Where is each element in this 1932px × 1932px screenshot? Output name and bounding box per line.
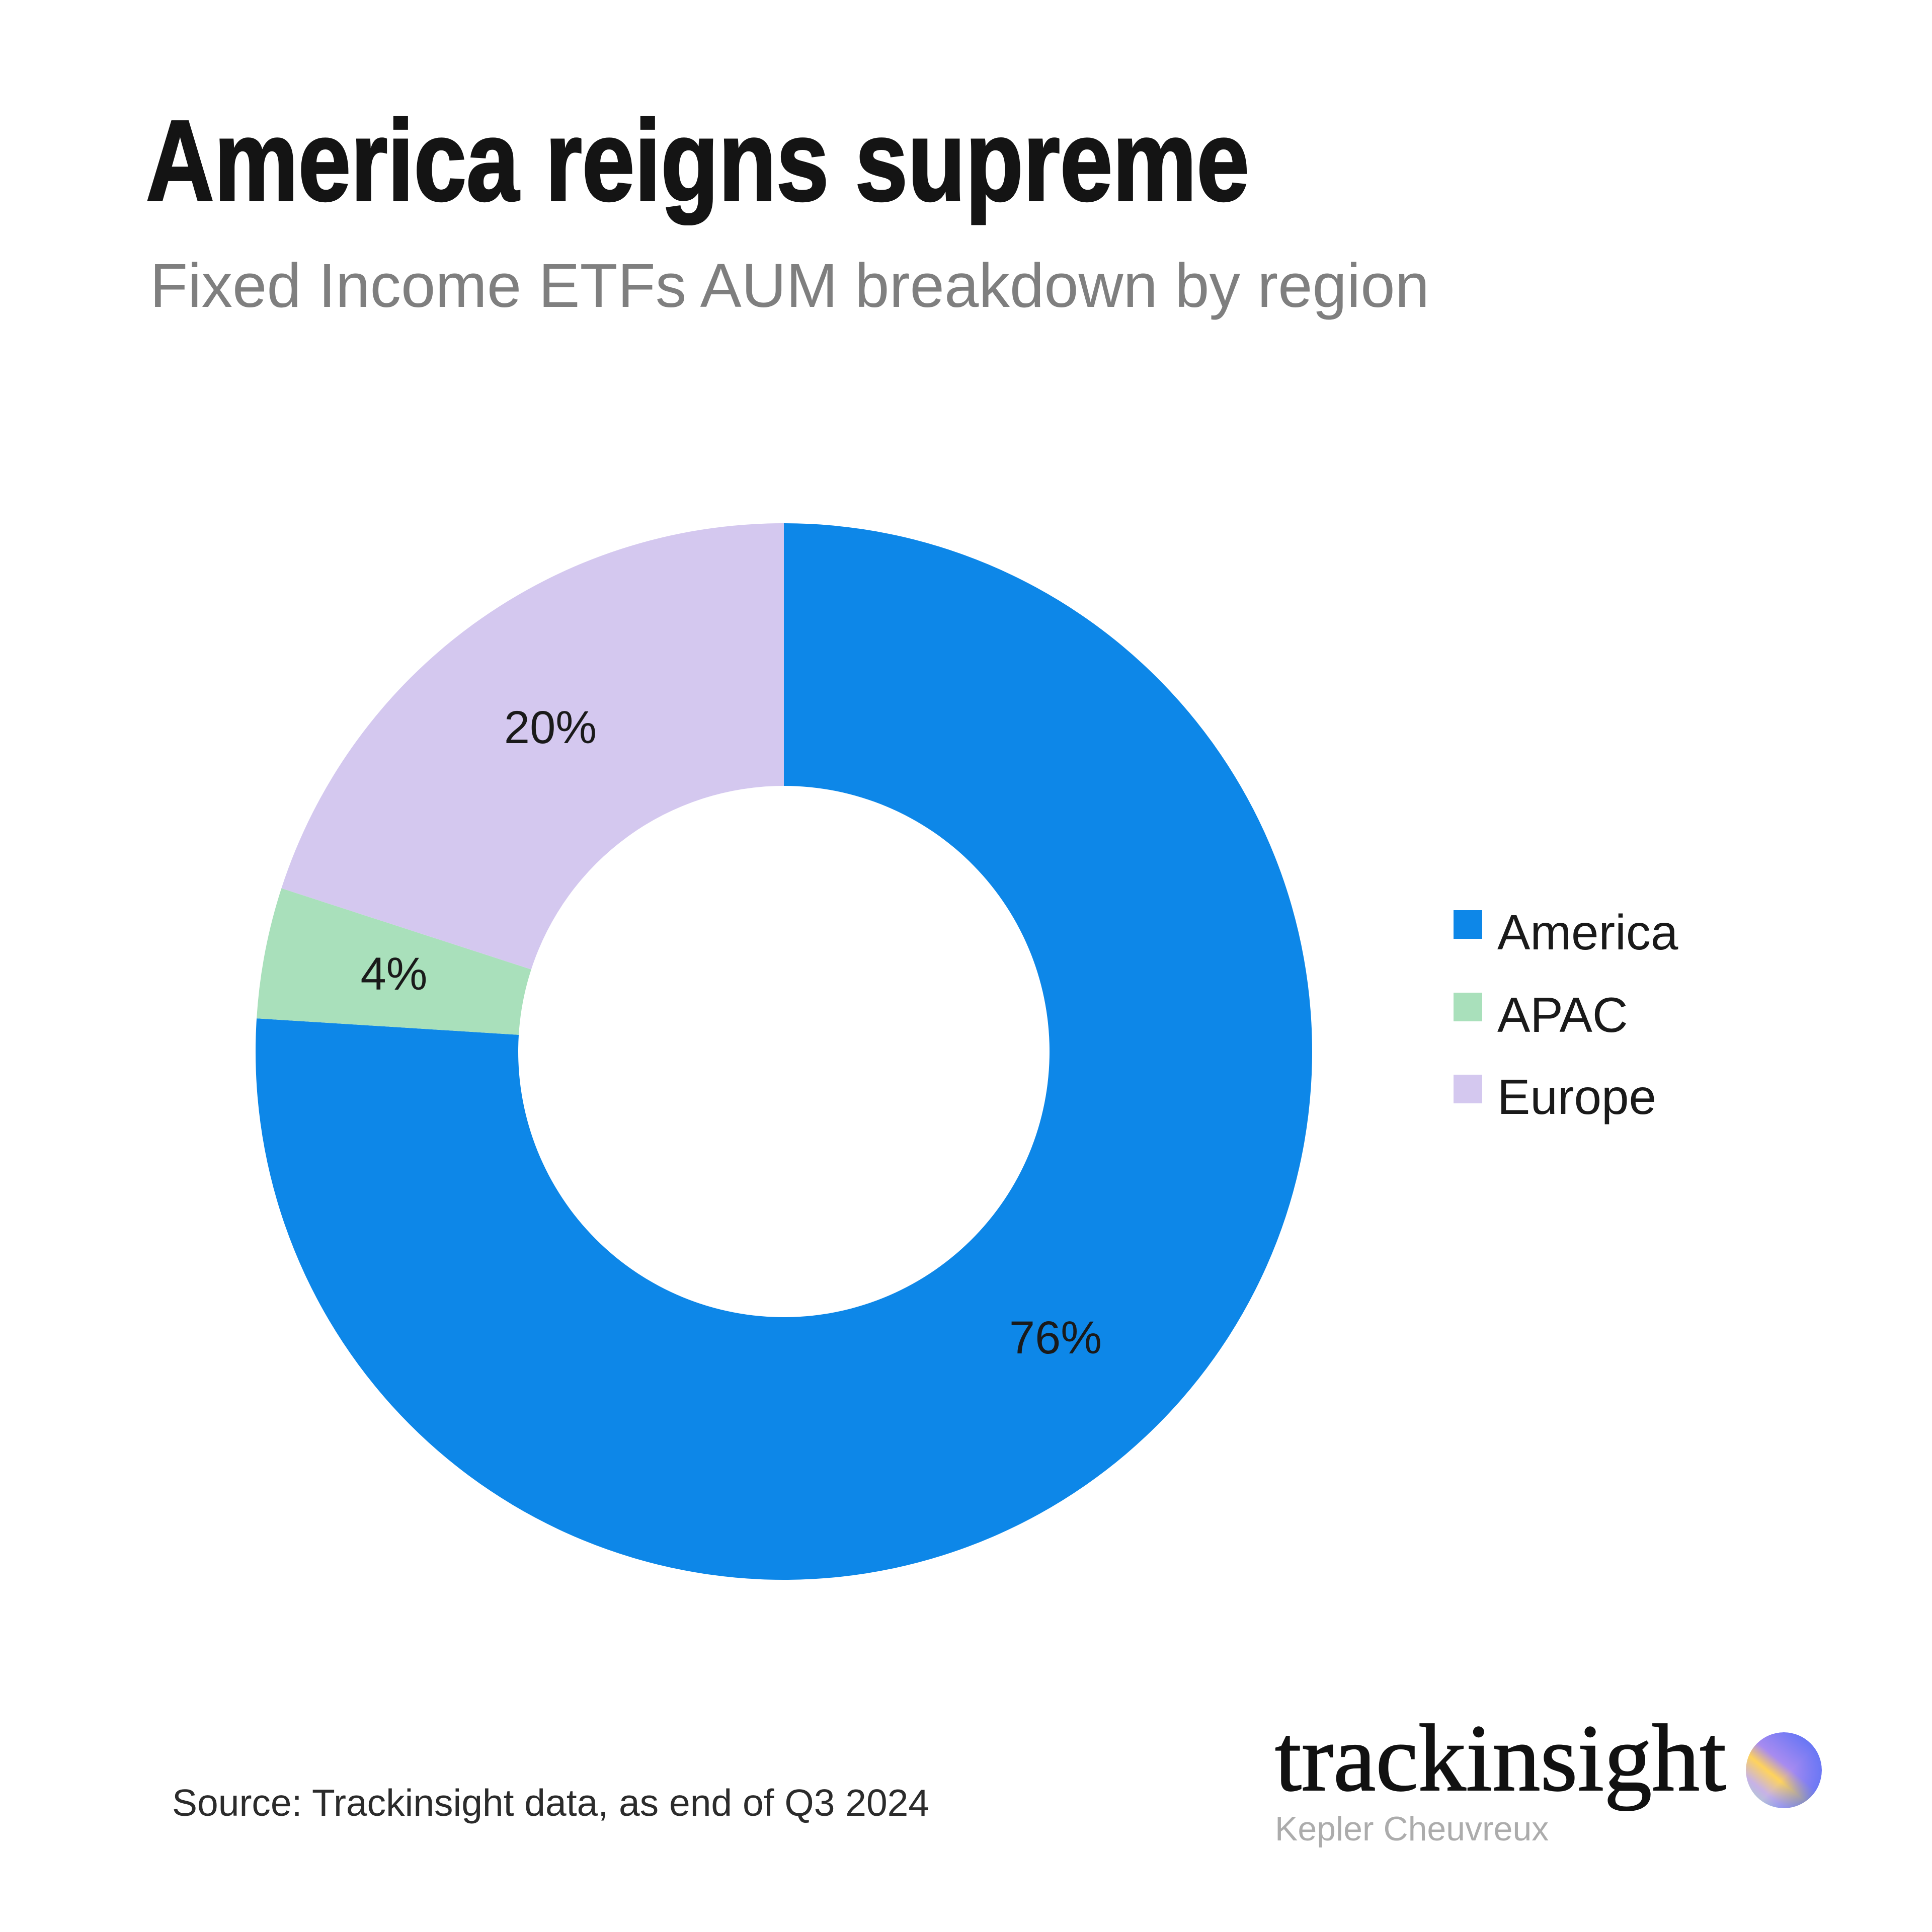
svg-text:4%: 4%	[361, 948, 428, 1000]
svg-text:20%: 20%	[504, 702, 597, 753]
svg-text:76%: 76%	[1009, 1312, 1102, 1363]
